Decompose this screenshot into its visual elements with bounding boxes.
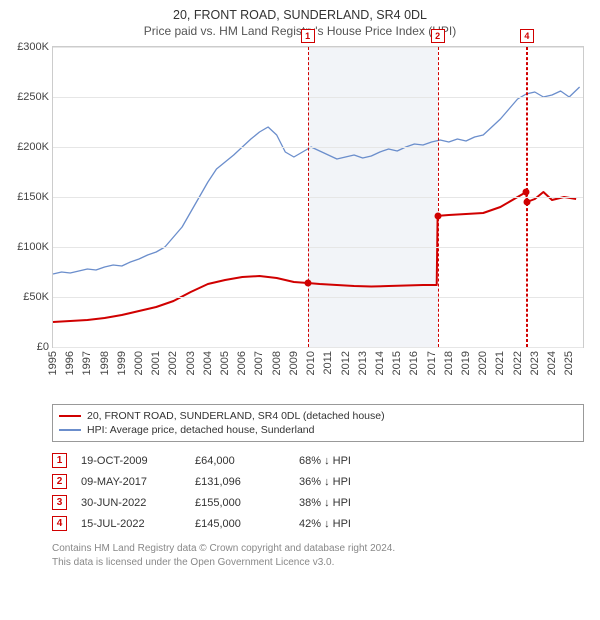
x-axis-label: 2014 [374, 347, 386, 375]
event-delta: 38% ↓ HPI [299, 497, 351, 509]
event-number-box: 4 [52, 516, 67, 531]
x-axis-label: 1999 [116, 347, 128, 375]
gridline [53, 147, 583, 148]
marker-dot [434, 212, 441, 219]
marker-dot [523, 189, 530, 196]
event-delta: 42% ↓ HPI [299, 518, 351, 530]
y-axis-label: £250K [17, 91, 49, 103]
marker-dot [304, 280, 311, 287]
y-axis-label: £300K [17, 41, 49, 53]
event-row: 4 15-JUL-2022 £145,000 42% ↓ HPI [52, 513, 584, 534]
x-axis-label: 2013 [357, 347, 369, 375]
footnote-line: Contains HM Land Registry data © Crown c… [52, 542, 584, 556]
event-number-box: 1 [52, 453, 67, 468]
event-price: £155,000 [195, 497, 285, 509]
event-number-box: 3 [52, 495, 67, 510]
chart-container: 20, FRONT ROAD, SUNDERLAND, SR4 0DL Pric… [0, 0, 600, 620]
event-date: 09-MAY-2017 [81, 476, 181, 488]
x-axis-label: 2016 [408, 347, 420, 375]
event-number-box: 2 [52, 474, 67, 489]
marker-box: 1 [301, 29, 315, 43]
footnote-line: This data is licensed under the Open Gov… [52, 556, 584, 570]
event-row: 2 09-MAY-2017 £131,096 36% ↓ HPI [52, 471, 584, 492]
legend-label: HPI: Average price, detached house, Sund… [87, 424, 314, 436]
event-price: £64,000 [195, 455, 285, 467]
legend-label: 20, FRONT ROAD, SUNDERLAND, SR4 0DL (det… [87, 410, 385, 422]
y-axis-label: £200K [17, 141, 49, 153]
x-axis-label: 2001 [150, 347, 162, 375]
x-axis-label: 2020 [477, 347, 489, 375]
event-price: £145,000 [195, 518, 285, 530]
legend: 20, FRONT ROAD, SUNDERLAND, SR4 0DL (det… [52, 404, 584, 442]
footnote: Contains HM Land Registry data © Crown c… [52, 542, 584, 569]
event-delta: 36% ↓ HPI [299, 476, 351, 488]
gridline [53, 247, 583, 248]
x-axis-label: 2021 [494, 347, 506, 375]
series-line-hpi [53, 87, 580, 274]
event-price: £131,096 [195, 476, 285, 488]
marker-line [527, 47, 528, 347]
x-axis-label: 2018 [443, 347, 455, 375]
x-axis-label: 1998 [99, 347, 111, 375]
x-axis-label: 2019 [460, 347, 472, 375]
legend-item: 20, FRONT ROAD, SUNDERLAND, SR4 0DL (det… [59, 409, 577, 423]
legend-item: HPI: Average price, detached house, Sund… [59, 423, 577, 437]
event-delta: 68% ↓ HPI [299, 455, 351, 467]
y-axis-label: £100K [17, 241, 49, 253]
x-axis-label: 2022 [512, 347, 524, 375]
x-axis-label: 2025 [563, 347, 575, 375]
x-axis-label: 1996 [64, 347, 76, 375]
gridline [53, 297, 583, 298]
event-table: 1 19-OCT-2009 £64,000 68% ↓ HPI 2 09-MAY-2017… [52, 450, 584, 534]
x-axis-label: 2010 [305, 347, 317, 375]
x-axis-label: 2002 [167, 347, 179, 375]
x-axis-label: 2008 [271, 347, 283, 375]
marker-box: 2 [431, 29, 445, 43]
plot-region: £0£50K£100K£150K£200K£250K£300K199519961… [52, 46, 584, 348]
event-date: 19-OCT-2009 [81, 455, 181, 467]
x-axis-label: 2015 [391, 347, 403, 375]
event-date: 15-JUL-2022 [81, 518, 181, 530]
x-axis-label: 2005 [219, 347, 231, 375]
marker-dot [523, 199, 530, 206]
x-axis-label: 2011 [322, 347, 334, 375]
legend-swatch [59, 429, 81, 431]
marker-box: 4 [520, 29, 534, 43]
chart-title: 20, FRONT ROAD, SUNDERLAND, SR4 0DL [10, 8, 590, 22]
x-axis-label: 2004 [202, 347, 214, 375]
chart-area: £0£50K£100K£150K£200K£250K£300K199519961… [10, 46, 590, 398]
event-row: 3 30-JUN-2022 £155,000 38% ↓ HPI [52, 492, 584, 513]
legend-swatch [59, 415, 81, 417]
marker-line [308, 47, 309, 347]
x-axis-label: 2012 [340, 347, 352, 375]
x-axis-label: 2000 [133, 347, 145, 375]
y-axis-label: £150K [17, 191, 49, 203]
x-axis-label: 2006 [236, 347, 248, 375]
x-axis-label: 2007 [253, 347, 265, 375]
gridline [53, 47, 583, 48]
x-axis-label: 2023 [529, 347, 541, 375]
gridline [53, 97, 583, 98]
event-date: 30-JUN-2022 [81, 497, 181, 509]
marker-line [438, 47, 439, 347]
series-line-price_paid [53, 192, 576, 322]
event-row: 1 19-OCT-2009 £64,000 68% ↓ HPI [52, 450, 584, 471]
x-axis-label: 2017 [426, 347, 438, 375]
x-axis-label: 2009 [288, 347, 300, 375]
x-axis-label: 2024 [546, 347, 558, 375]
x-axis-label: 1997 [81, 347, 93, 375]
x-axis-label: 2003 [185, 347, 197, 375]
y-axis-label: £50K [23, 291, 49, 303]
gridline [53, 197, 583, 198]
x-axis-label: 1995 [47, 347, 59, 375]
